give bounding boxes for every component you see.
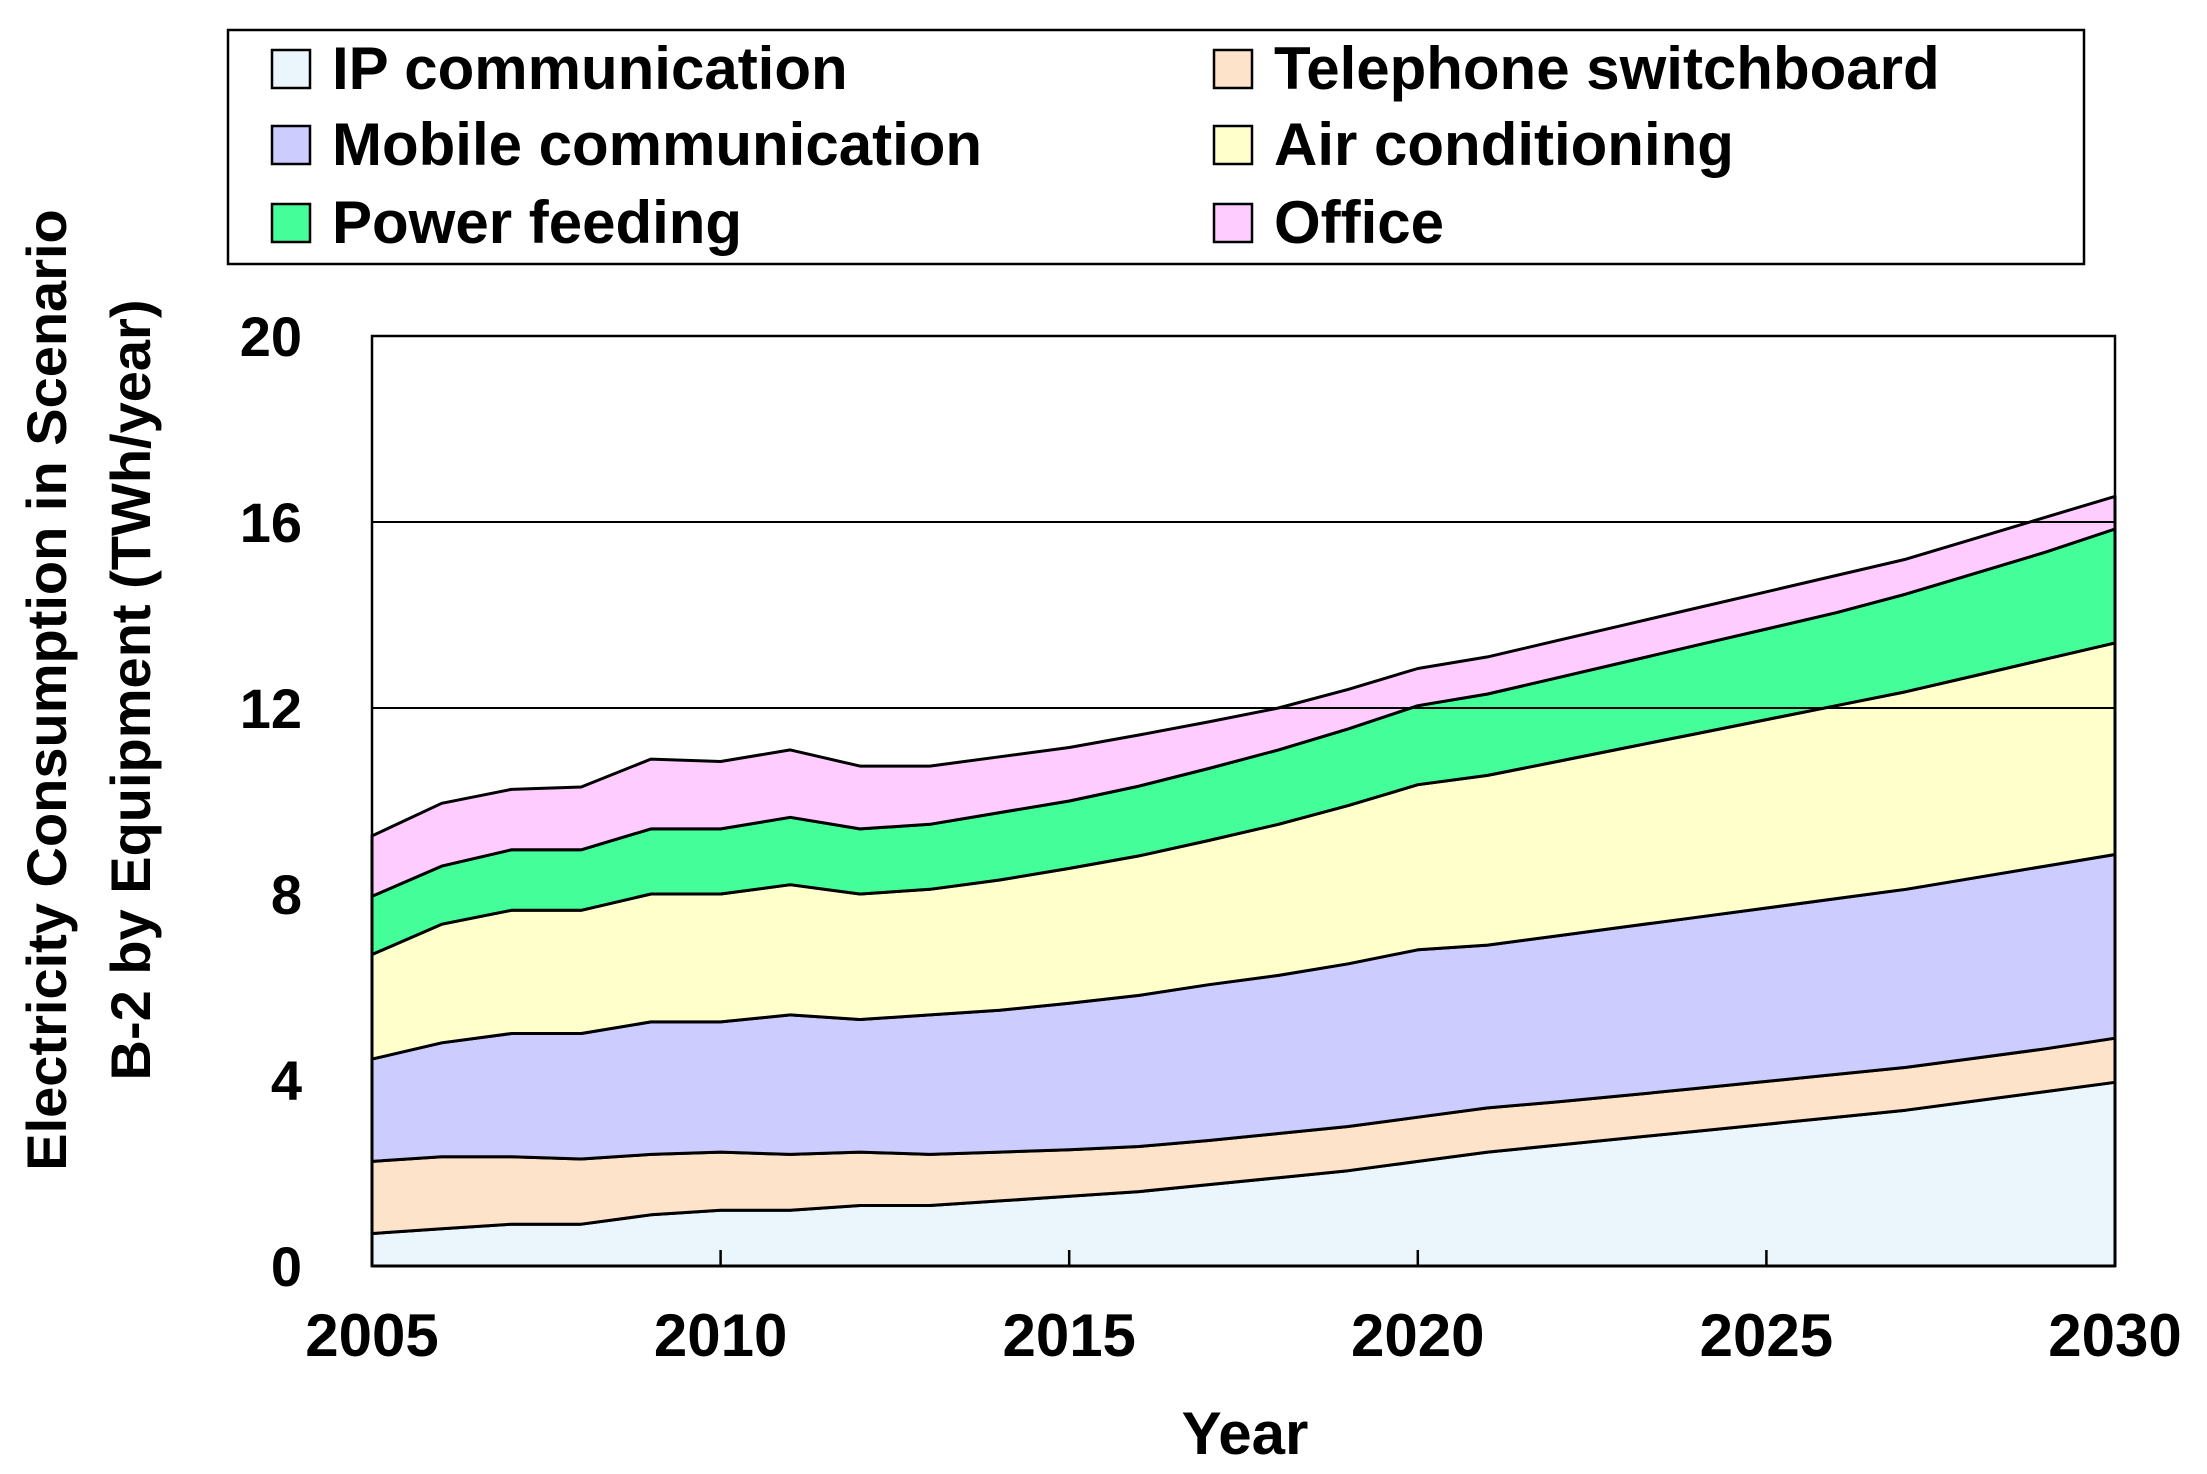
x-tick-label-4: 2025 <box>1700 1302 1833 1369</box>
legend-label-1: Telephone switchboard <box>1274 35 1940 102</box>
legend-label-0: IP communication <box>332 35 848 102</box>
x-tick-label-2: 2015 <box>1002 1302 1135 1369</box>
x-tick-label-0: 2005 <box>305 1302 438 1369</box>
legend-swatch-4 <box>270 202 312 244</box>
x-tick-label-3: 2020 <box>1351 1302 1484 1369</box>
y-tick-label-0: 0 <box>271 1235 302 1298</box>
y-tick-label-3: 12 <box>240 677 302 740</box>
x-axis: 2005 2010 2015 2020 2025 2030 <box>305 1250 2182 1369</box>
x-tick-label-1: 2010 <box>654 1302 787 1369</box>
y-axis: 0 4 8 12 16 20 <box>240 305 302 1298</box>
legend-swatch-5 <box>1212 202 1254 244</box>
x-tick-label-5: 2030 <box>2048 1302 2181 1369</box>
legend-swatch-2 <box>270 124 312 166</box>
legend-swatch-3 <box>1212 124 1254 166</box>
legend-box <box>226 28 2086 266</box>
legend: IP communication Telephone switchboard Mob… <box>226 28 2086 266</box>
legend-label-5: Office <box>1274 189 1444 256</box>
area-layers <box>370 494 2117 1268</box>
y-axis-title-line-1: Electricity Consumption in Scenario <box>15 209 78 1171</box>
legend-swatch-1 <box>1212 48 1254 90</box>
y-axis-title-line-2: B-2 by Equipment (TWh/year) <box>99 300 162 1081</box>
x-axis-title: Year <box>1182 1400 1309 1467</box>
y-tick-label-2: 8 <box>271 863 302 926</box>
legend-label-2: Mobile communication <box>332 111 982 178</box>
plot-frame <box>370 334 2117 1268</box>
gridlines <box>372 521 2115 709</box>
legend-label-3: Air conditioning <box>1274 111 1734 178</box>
y-tick-label-1: 4 <box>271 1049 302 1112</box>
y-tick-label-4: 16 <box>240 491 302 554</box>
legend-label-4: Power feeding <box>332 189 742 256</box>
legend-swatch-0 <box>270 48 312 90</box>
y-tick-label-5: 20 <box>240 305 302 368</box>
